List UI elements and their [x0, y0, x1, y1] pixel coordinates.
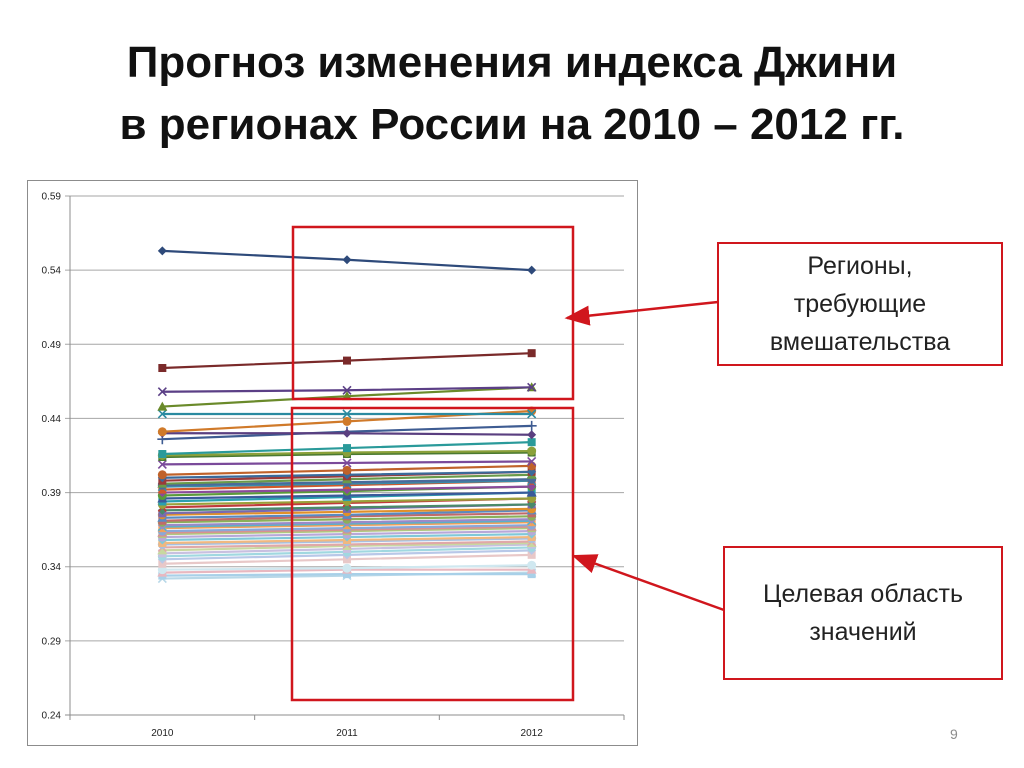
x-tick-label: 2011	[336, 728, 358, 739]
y-tick-label: 0.49	[42, 340, 62, 351]
data-point	[158, 450, 167, 459]
data-point	[342, 428, 352, 438]
data-point	[527, 560, 537, 570]
data-point	[157, 409, 167, 419]
data-point	[157, 459, 167, 469]
data-point	[342, 563, 352, 573]
intervention-callout-text: Регионы, требующие вмешательства	[769, 252, 951, 356]
data-point	[527, 265, 537, 275]
x-tick-label: 2012	[521, 728, 544, 739]
data-point	[527, 446, 537, 456]
slide-number: 9	[950, 726, 958, 742]
y-tick-label: 0.59	[42, 192, 62, 203]
y-tick-label: 0.24	[42, 711, 62, 722]
data-point	[527, 430, 537, 440]
data-point	[157, 470, 167, 480]
data-point	[158, 364, 167, 373]
data-point	[527, 438, 536, 447]
title-line-1: Прогноз изменения индекса Джини	[126, 38, 898, 87]
data-point	[343, 444, 351, 453]
gini-line-chart: 0.24 0.29 0.34 0.39 0.44 0.49 0.54 0.59 2010 2011…	[42, 192, 625, 739]
data-point	[527, 461, 537, 471]
slide-title: Прогноз изменения индекса Джини в регион…	[0, 32, 1024, 156]
y-tick-label: 0.29	[42, 636, 62, 647]
data-point	[157, 387, 167, 397]
y-tick-label: 0.54	[42, 266, 62, 277]
y-tick-label: 0.44	[42, 414, 62, 425]
target-callout: Целевая область значений	[723, 546, 1003, 680]
target-callout-text: Целевая область значений	[762, 580, 963, 646]
y-tick-label: 0.34	[42, 562, 62, 573]
data-point	[157, 545, 168, 555]
data-point	[157, 246, 167, 256]
y-tick-label: 0.39	[42, 488, 62, 499]
data-point	[157, 427, 167, 437]
data-point	[343, 356, 351, 365]
data-point	[342, 255, 352, 265]
data-point	[526, 420, 537, 431]
intervention-callout: Регионы, требующие вмешательства	[717, 242, 1003, 366]
chart-frame: 0.24 0.29 0.34 0.39 0.44 0.49 0.54 0.59 2010 2011…	[27, 180, 638, 746]
title-line-2: в регионах России на 2010 – 2012 гг.	[119, 100, 905, 149]
data-point	[157, 401, 168, 411]
data-point	[527, 349, 536, 358]
x-tick-label: 2010	[151, 728, 174, 739]
